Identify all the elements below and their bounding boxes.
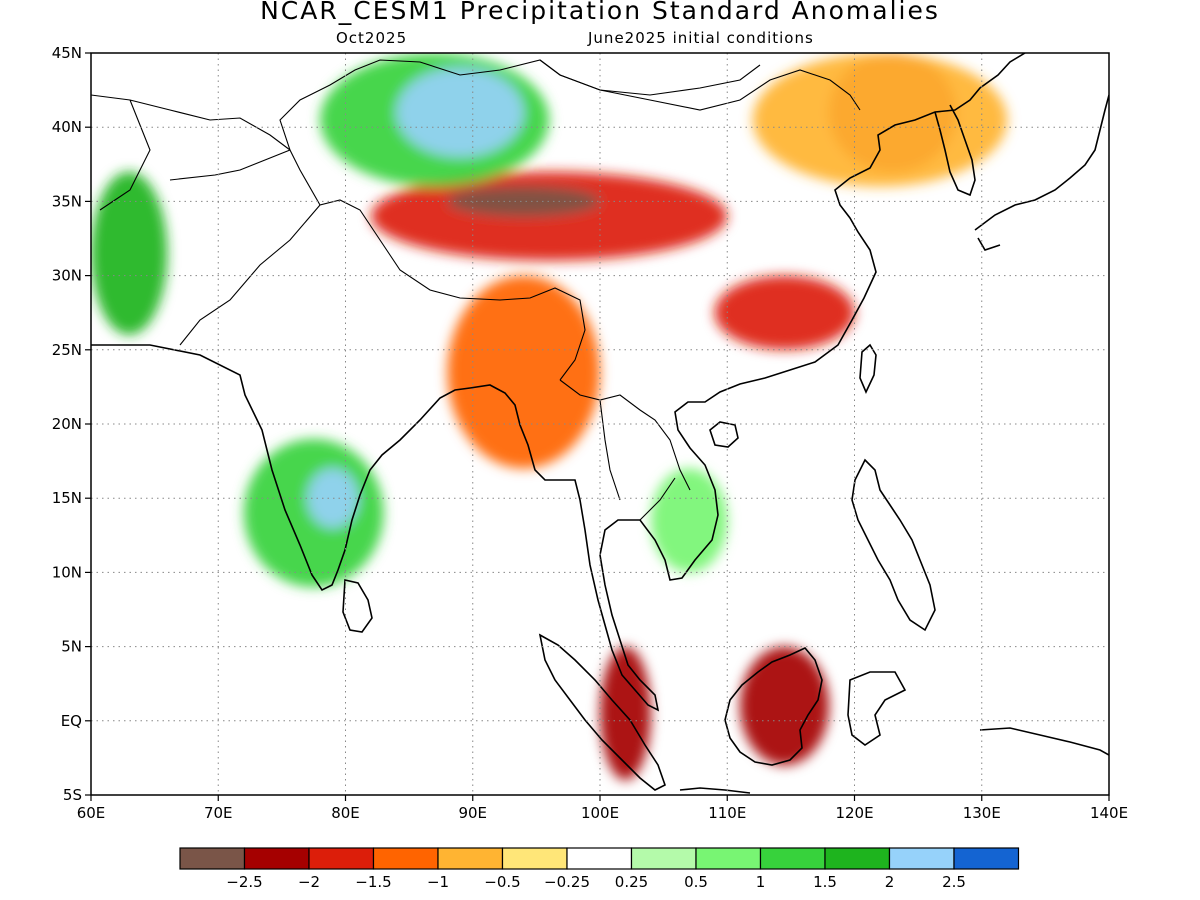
x-tick-label: 80E <box>331 804 360 822</box>
colorbar-swatch <box>501 847 568 870</box>
border-china-west <box>279 59 761 206</box>
y-tick-label: 5S <box>63 786 82 804</box>
x-tick-label: 120E <box>835 804 873 822</box>
map-title: NCAR_CESM1 Precipitation Standard Anomal… <box>260 0 940 25</box>
y-tick-label: 30N <box>52 267 82 285</box>
colorbar-swatch <box>437 847 504 870</box>
anomaly-region-myanmar-northeast-india <box>447 275 600 469</box>
border-mongolia <box>539 59 861 111</box>
colorbar-swatch <box>759 847 826 870</box>
axis-ticks <box>85 52 1110 801</box>
korea-coast <box>934 104 976 197</box>
anomaly-region-central-asia-west <box>91 171 168 335</box>
colorbar-label: −1.5 <box>355 873 391 891</box>
hainan-coast <box>709 421 739 448</box>
anomaly-region-sumatra-east <box>600 646 651 781</box>
initial-conditions: June2025 initial conditions <box>588 29 814 47</box>
java-coast <box>679 787 751 794</box>
x-tick-label: 140E <box>1090 804 1128 822</box>
colorbar-swatch <box>953 847 1020 870</box>
colorbar-label: −2 <box>298 873 320 891</box>
x-tick-label: 110E <box>708 804 746 822</box>
y-tick-label: 20N <box>52 415 82 433</box>
country-borders <box>91 59 861 521</box>
colorbar-swatch <box>695 847 762 870</box>
colorbar-label: 0.25 <box>615 873 648 891</box>
coastlines <box>91 53 1109 794</box>
colorbar-label: 1 <box>756 873 766 891</box>
y-tick-label: 40N <box>52 118 82 136</box>
y-tick-label: 5N <box>61 638 82 656</box>
lat-lon-grid <box>91 53 1109 795</box>
y-tick-label: 45N <box>52 44 82 62</box>
philippines-coast <box>851 458 936 632</box>
colorbar-swatch <box>630 847 697 870</box>
y-tick-label: 25N <box>52 341 82 359</box>
anomaly-region-tibet-core <box>447 186 600 217</box>
taiwan-coast <box>859 343 877 394</box>
colorbar-swatch <box>566 847 633 870</box>
anomaly-region-indochina <box>650 468 728 573</box>
forecast-month: Oct2025 <box>336 29 408 47</box>
y-tick-label: 35N <box>52 192 82 210</box>
colorbar <box>179 847 1020 870</box>
asia-mainland-coast <box>91 53 1026 712</box>
colorbar-labels: −2.5 −2 −1.5 −1 −0.5 −0.25 0.25 0.5 1 1.5 2 2.5 <box>226 873 966 891</box>
x-tick-label: 70E <box>204 804 233 822</box>
y-tick-label: 15N <box>52 489 82 507</box>
colorbar-swatch <box>888 847 955 870</box>
colorbar-label: −0.25 <box>544 873 590 891</box>
border-india-north <box>179 199 586 381</box>
colorbar-label: 2.5 <box>942 873 966 891</box>
borneo-coast <box>724 647 823 766</box>
border-central-asia <box>91 94 291 211</box>
sumatra-coast <box>538 633 666 791</box>
colorbar-label: −0.5 <box>484 873 520 891</box>
colorbar-swatch <box>243 847 310 870</box>
colorbar-label: 0.5 <box>684 873 708 891</box>
colorbar-label: −2.5 <box>226 873 262 891</box>
anomaly-region-borneo-west <box>739 646 830 766</box>
colorbar-label: 2 <box>885 873 895 891</box>
x-tick-label: 130E <box>963 804 1001 822</box>
y-tick-label: EQ <box>61 712 82 730</box>
anomaly-region-mongolia-core <box>396 67 524 157</box>
anomaly-fields <box>91 53 1008 781</box>
sri-lanka-coast <box>342 579 373 633</box>
x-tick-label: 90E <box>458 804 487 822</box>
anomaly-region-south-china <box>714 275 855 350</box>
japan-coast <box>974 94 1109 251</box>
border-mekong <box>559 379 691 521</box>
new-guinea-coast <box>979 727 1109 756</box>
colorbar-label: −1 <box>427 873 449 891</box>
latitude-labels: 45N 40N 35N 30N 25N 20N 15N 10N 5N EQ 5S <box>52 44 82 804</box>
longitude-labels: 60E 70E 80E 90E 100E 110E 120E 130E 140E <box>77 804 1128 822</box>
colorbar-swatch <box>308 847 375 870</box>
y-tick-label: 10N <box>52 563 82 581</box>
x-tick-label: 60E <box>77 804 106 822</box>
colorbar-swatch <box>179 847 246 870</box>
x-tick-label: 100E <box>581 804 619 822</box>
sulawesi-coast <box>847 671 907 746</box>
colorbar-swatch <box>372 847 439 870</box>
anomaly-region-northeast-china <box>752 53 1008 187</box>
colorbar-swatch <box>824 847 891 870</box>
colorbar-label: 1.5 <box>813 873 837 891</box>
